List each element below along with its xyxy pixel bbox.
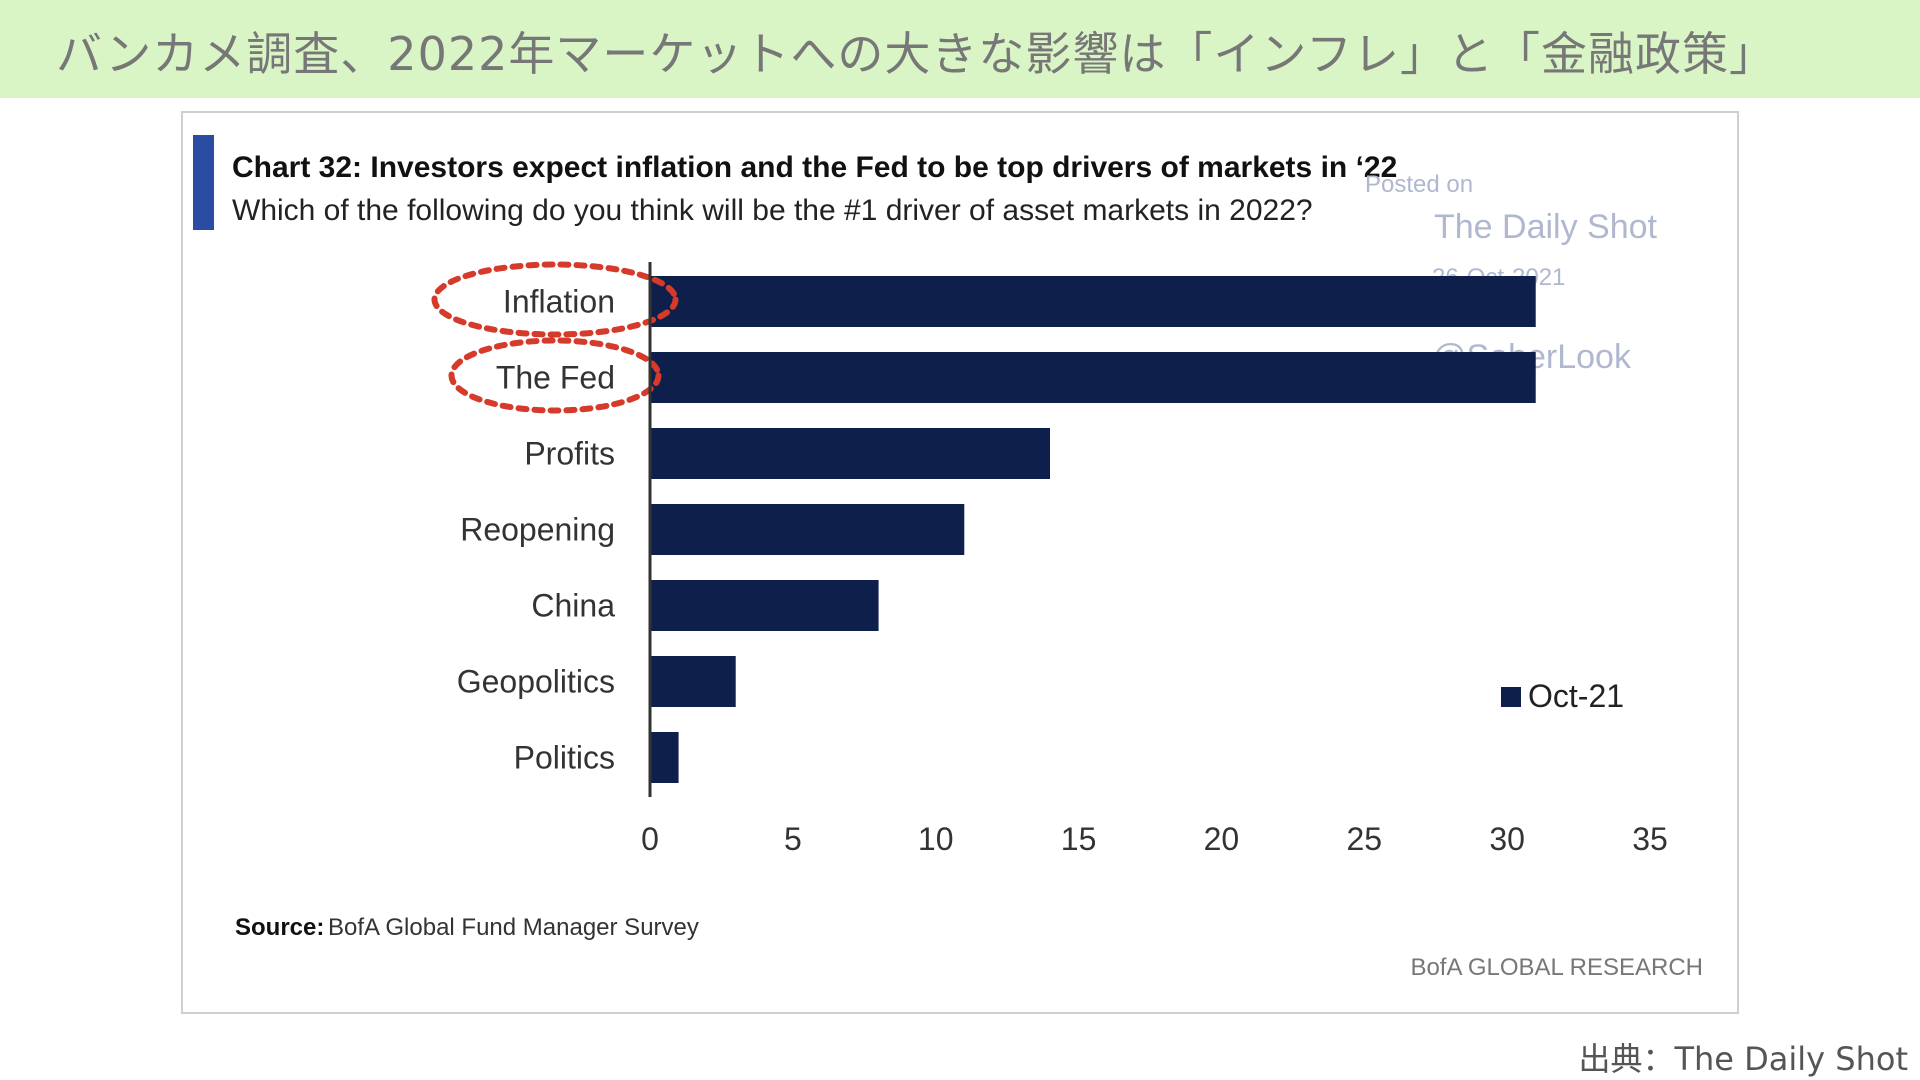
bar-the-fed	[650, 352, 1536, 403]
highlight-oval	[431, 261, 679, 338]
x-tick-label: 30	[1489, 821, 1525, 857]
watermark-line-2: The Daily Shot	[1434, 208, 1658, 246]
chart-title: Chart 32: Investors expect inflation and…	[232, 151, 1397, 184]
bar-geopolitics	[650, 656, 736, 707]
slide-title: バンカメ調査、2022年マーケットへの大きな影響は「インフレ」と「金融政策」	[56, 27, 1776, 81]
x-tick-label: 5	[784, 821, 802, 857]
bar-politics	[650, 732, 679, 783]
brand-label: BofA GLOBAL RESEARCH	[1410, 954, 1703, 981]
legend-swatch	[1501, 687, 1521, 707]
legend: Oct-21	[1501, 678, 1624, 714]
category-label: Reopening	[460, 512, 615, 548]
category-label: Profits	[524, 436, 615, 472]
x-tick-label: 0	[641, 821, 659, 857]
x-tick-label: 15	[1061, 821, 1097, 857]
title-accent-bar	[193, 135, 214, 230]
source-label: Source:	[235, 914, 324, 941]
chart-subtitle: Which of the following do you think will…	[232, 194, 1313, 227]
bar-reopening	[650, 504, 965, 555]
chart-frame	[181, 111, 1739, 1014]
bar-inflation	[650, 276, 1536, 327]
category-label: Geopolitics	[457, 664, 615, 700]
source-text: BofA Global Fund Manager Survey	[328, 914, 699, 941]
x-tick-label: 25	[1346, 821, 1382, 857]
watermark-line-1: Posted on	[1365, 171, 1473, 198]
plot-area: Inflation The Fed Profits Reopening China Geo…	[431, 261, 1668, 857]
bar-profits	[650, 428, 1050, 479]
bar-china	[650, 580, 879, 631]
x-tick-label: 10	[918, 821, 954, 857]
x-tick-label: 35	[1632, 821, 1668, 857]
title-banner	[0, 0, 1920, 98]
legend-label: Oct-21	[1528, 678, 1624, 714]
category-label: Politics	[514, 740, 615, 776]
category-label: The Fed	[496, 360, 615, 396]
highlight-oval	[448, 337, 662, 414]
category-label: China	[531, 588, 615, 624]
source-credit: 出典：The Daily Shot	[1578, 1040, 1908, 1078]
watermark: Posted on The Daily Shot 26-Oct-2021 @So…	[1365, 171, 1658, 376]
x-tick-label: 20	[1204, 821, 1240, 857]
category-label: Inflation	[503, 284, 615, 320]
